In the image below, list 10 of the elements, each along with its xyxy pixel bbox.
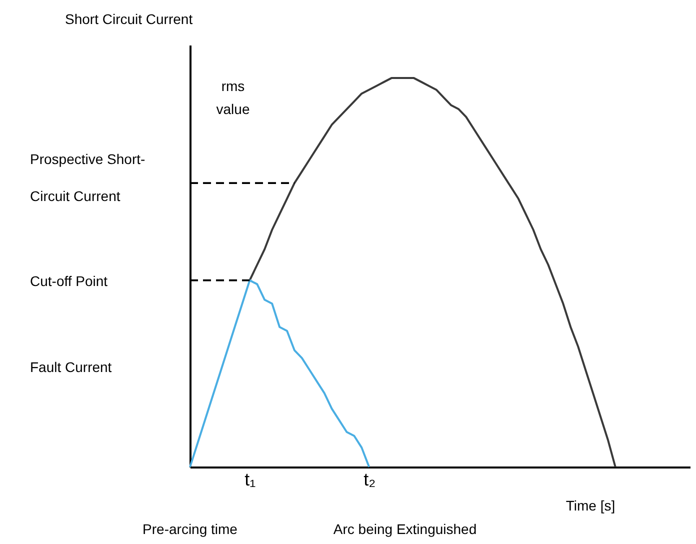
text: Pre-arcing time [142,521,238,537]
x-tick-label: t₂ [364,470,376,490]
text: Cut-off Point [30,273,108,289]
text: Fault Current [30,359,112,375]
text: Arc being Extinguished [333,521,477,537]
x-tick-label: t₁ [244,470,256,490]
x-axis-title: Time [s] [566,498,616,514]
text: Short Circuit Current [65,11,193,27]
text: Prospective Short-Circuit Current [30,151,146,204]
annotation: rms value [216,78,250,117]
